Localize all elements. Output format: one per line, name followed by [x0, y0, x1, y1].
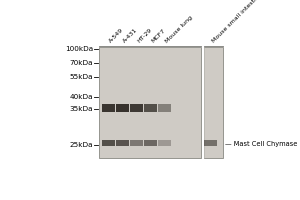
Bar: [130, 140, 143, 146]
Bar: [158, 104, 171, 112]
Bar: [144, 104, 157, 112]
Text: 55kDa: 55kDa: [70, 74, 93, 80]
Text: 100kDa: 100kDa: [65, 46, 93, 52]
Text: 40kDa: 40kDa: [70, 94, 93, 100]
Bar: [116, 140, 129, 146]
Text: Mouse small intestine: Mouse small intestine: [211, 0, 263, 44]
Text: A-549: A-549: [108, 28, 125, 44]
Bar: [102, 104, 115, 112]
Bar: [102, 140, 115, 146]
Bar: [130, 104, 143, 112]
Bar: [158, 140, 171, 146]
Text: 25kDa: 25kDa: [70, 142, 93, 148]
Text: — Mast Cell Chymase (CMA1): — Mast Cell Chymase (CMA1): [225, 140, 300, 147]
Text: Mouse lung: Mouse lung: [164, 15, 193, 44]
Bar: [204, 140, 217, 146]
Bar: [99, 47, 201, 158]
Text: 35kDa: 35kDa: [70, 106, 93, 112]
Text: HT-29: HT-29: [136, 28, 153, 44]
Text: MCF7: MCF7: [150, 28, 166, 44]
Bar: [204, 48, 223, 158]
Bar: [204, 47, 224, 158]
Bar: [100, 48, 201, 158]
Bar: [116, 104, 129, 112]
Text: A-431: A-431: [122, 28, 139, 44]
Bar: [144, 140, 157, 146]
Text: 70kDa: 70kDa: [70, 60, 93, 66]
